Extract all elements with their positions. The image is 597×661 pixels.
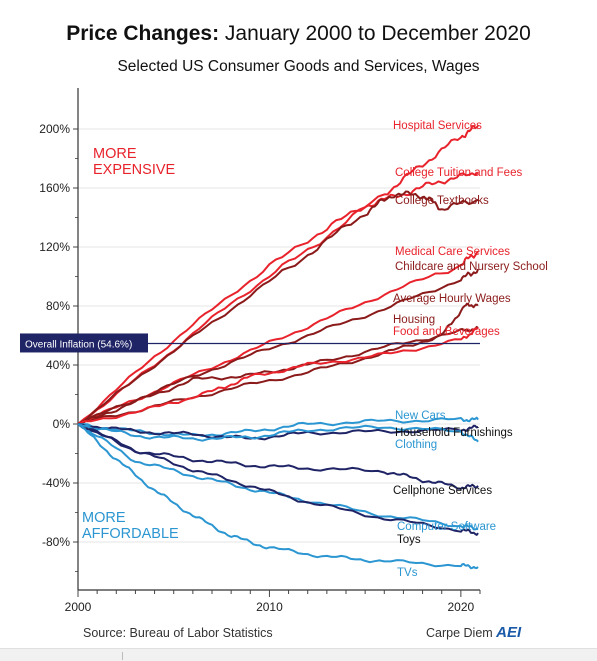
series-line — [77, 423, 479, 490]
series-label: Household Furnishings — [395, 427, 513, 439]
x-tick-labels: 2000 2010 2020 — [65, 600, 475, 614]
y-tick-label: -80% — [42, 535, 70, 549]
series-label: Food and Beverages — [393, 326, 500, 338]
y-tick-label: 120% — [39, 240, 70, 254]
series-label: Hospital Services — [393, 120, 482, 132]
series-label: Toys — [397, 534, 421, 546]
series-lines — [77, 125, 480, 570]
more-affordable-annotation: AFFORDABLE — [82, 526, 179, 542]
y-tick-label: 160% — [39, 181, 70, 195]
y-tick-label: 40% — [46, 358, 70, 372]
series-labels: Hospital Services College Tuition and Fee… — [393, 120, 548, 579]
brand-credit: Carpe Diem AEI — [426, 624, 521, 641]
more-affordable-annotation: MORE — [82, 510, 126, 526]
more-expensive-annotation: MORE — [93, 146, 137, 162]
series-line — [77, 423, 479, 570]
bottom-strip — [0, 648, 597, 661]
y-tick-label: 200% — [39, 122, 70, 136]
series-label: College Textbooks — [395, 195, 489, 207]
overall-inflation-line: Overall Inflation (54.6%) — [20, 333, 480, 353]
reference-label: Overall Inflation (54.6%) — [25, 339, 132, 350]
series-line — [77, 423, 479, 531]
series-label: Computer Software — [397, 521, 496, 533]
series-label: Cellphone Services — [393, 485, 492, 497]
y-tick-label: 0% — [53, 417, 71, 431]
title-rest: January 2000 to December 2020 — [224, 22, 531, 45]
series-label: TVs — [397, 567, 418, 579]
series-label: Medical Care Services — [395, 246, 510, 258]
series-line — [77, 268, 480, 425]
bottom-divider — [122, 652, 123, 660]
series-label: Average Hourly Wages — [393, 293, 511, 305]
chart-title: Price Changes: January 2000 to December … — [0, 22, 597, 46]
series-label: Clothing — [395, 439, 437, 451]
x-tick-label: 2000 — [65, 600, 92, 614]
series-line — [77, 423, 479, 443]
series-line — [77, 423, 479, 441]
more-expensive-annotation: EXPENSIVE — [93, 162, 176, 178]
title-bold: Price Changes: — [66, 22, 220, 45]
series-label: Childcare and Nursery School — [395, 261, 548, 273]
series-label: College Tuition and Fees — [395, 167, 522, 179]
series-label: Housing — [393, 314, 435, 326]
series-label: New Cars — [395, 410, 446, 422]
series-line — [77, 172, 479, 425]
reference-label-box — [20, 333, 148, 353]
series-line — [77, 190, 479, 425]
series-line — [77, 327, 479, 425]
brand-text: Carpe Diem — [426, 626, 493, 640]
y-tick-label: -40% — [42, 476, 70, 490]
series-line — [77, 423, 479, 536]
y-tick-labels: 200% 160% 120% 80% 40% 0% -40% -80% — [39, 122, 70, 549]
source-note: Source: Bureau of Labor Statistics — [83, 626, 273, 640]
chart-subtitle: Selected US Consumer Goods and Services,… — [117, 58, 480, 75]
x-tick-label: 2010 — [256, 600, 283, 614]
series-line — [77, 325, 479, 425]
aei-logo: AEI — [496, 624, 522, 641]
x-tick-label: 2020 — [448, 600, 475, 614]
y-tick-label: 80% — [46, 299, 70, 313]
